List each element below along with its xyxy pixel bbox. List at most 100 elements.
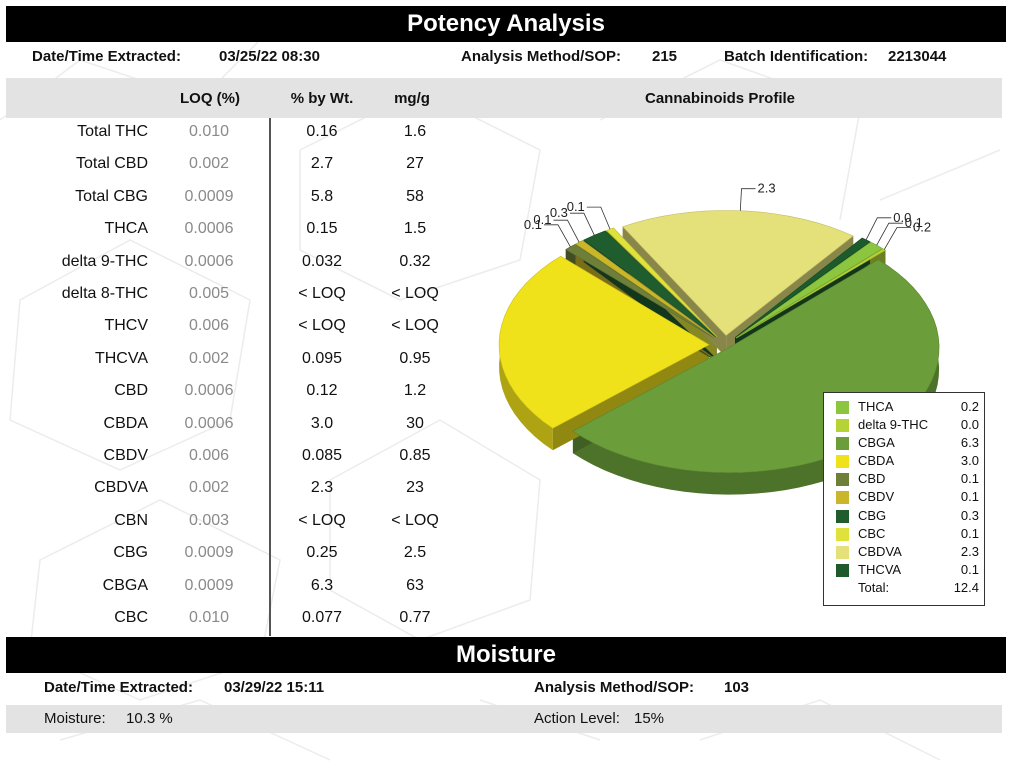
action-level-label: Action Level: [534,710,620,727]
pie-slice-cbdva [622,210,854,336]
legend-item: CBD 0.1 [824,470,984,488]
loq-value: 0.0009 [184,576,234,594]
analyte-name: CBC [114,609,148,626]
analyte-name: THCA [104,220,148,238]
pct-value: 0.25 [306,544,338,562]
table-row: THCA 0.0006 0.15 1.5 [0,213,460,245]
legend-value: 0.3 [960,507,979,523]
pct-value: < LOQ [298,317,346,335]
analyte-name: CBGA [102,576,148,594]
legend-label: CBG [858,507,887,523]
moisture-method-value: 103 [724,679,750,696]
table-row: THCV 0.006 < LOQ < LOQ [0,310,460,342]
legend-value: 3.0 [960,453,979,469]
table-row: CBN 0.003 < LOQ < LOQ [0,505,460,537]
potency-extracted-label: Date/Time Extracted: [32,48,181,65]
legend-swatch [836,401,849,414]
potency-title-banner: Potency Analysis [6,6,1006,42]
legend-label: THCA [858,399,894,414]
legend-swatch [836,527,849,541]
loq-value: 0.006 [188,447,230,464]
table-row: CBGA 0.0009 6.3 63 [0,570,460,602]
loq-value: 0.002 [188,349,230,367]
mg-value: 1.6 [403,123,427,140]
analyte-name: CBD [114,382,148,400]
legend-total: Total: 12.4 [824,579,984,597]
mg-value: 1.5 [403,220,427,238]
slice-leader-line [544,224,571,247]
pct-value: < LOQ [298,285,346,302]
loq-value: 0.006 [188,317,230,335]
pct-value: 2.7 [310,155,334,173]
loq-value: 0.0006 [184,252,234,270]
table-divider [269,118,271,636]
legend-item: delta 9-THC 0.0 [824,416,984,434]
legend-label: delta 9-THC [858,417,929,433]
analyte-name: delta 9-THC [61,252,148,270]
pct-value: 0.12 [306,382,338,400]
analyte-name: CBDA [103,414,148,432]
pct-value: 0.15 [306,220,338,238]
pie-slice-thcva [734,237,871,338]
potency-table: Total THC 0.010 0.16 1.6 Total CBD 0.002… [0,116,470,636]
legend-swatch [836,545,849,559]
slice-leader-line [883,227,911,250]
legend-swatch [836,473,849,487]
mg-value: < LOQ [391,317,439,335]
chart-title: Cannabinoids Profile [644,90,795,107]
slice-label: 2.3 [758,181,776,196]
legend-item: THCVA 0.1 [824,561,984,579]
legend-label: THCVA [858,561,902,577]
pct-value: 5.8 [310,187,334,205]
legend-label: CBD [858,471,886,487]
analyte-name: CBG [113,544,148,562]
loq-value: 0.002 [188,479,230,497]
moisture-title-banner: Moisture [6,637,1006,673]
legend-value: 0.2 [960,399,979,414]
loq-value: 0.0006 [184,382,234,400]
slice-leader-line [553,219,580,243]
mg-value: 0.77 [399,609,431,626]
mg-value: 0.85 [399,447,431,464]
mg-value: 30 [406,414,424,432]
pct-value: < LOQ [298,511,346,529]
table-row: CBDA 0.0006 3.0 30 [0,408,460,440]
action-level-value: 15% [634,710,665,727]
pct-value: 0.032 [301,252,343,270]
loq-value: 0.010 [188,609,230,626]
loq-value: 0.0009 [184,187,234,205]
legend-item: THCA 0.2 [824,398,984,416]
slice-leader-line [865,217,892,240]
slice-label: 0.3 [550,205,568,220]
pct-value: 3.0 [310,414,334,432]
analyte-name: THCV [104,317,148,335]
pct-value: 0.085 [301,447,343,464]
table-row: THCVA 0.002 0.095 0.95 [0,343,460,375]
legend-item: CBDA 3.0 [824,452,984,470]
legend-item: CBGA 6.3 [824,434,984,452]
legend-value: 0.1 [960,471,979,487]
slice-leader-line [876,222,903,246]
legend-label: CBGA [858,435,895,451]
table-row: CBG 0.0009 0.25 2.5 [0,537,460,569]
cannabinoids-pie-chart: 0.10.20.10.10.30.12.30.0 [498,181,940,495]
pct-value: 0.077 [301,609,343,626]
analyte-name: THCVA [94,349,148,367]
legend-value: 2.3 [960,543,979,559]
mg-value: 2.5 [403,544,427,562]
slice-leader-line [586,206,611,230]
slice-leader-line [569,212,595,236]
legend-item: CBDVA 2.3 [824,543,984,561]
batch-value: 2213044 [888,48,947,65]
slice-leader-line [739,188,756,211]
loq-value: 0.005 [188,285,230,302]
legend-value: 6.3 [960,435,979,451]
loq-value: 0.010 [188,123,230,140]
mg-value: 63 [406,576,424,594]
chart-legend: THCA 0.2 delta 9-THC 0.0 CBGA 6.3 CBDA 3… [823,392,985,606]
moisture-value: 10.3 % [126,710,173,727]
moisture-method-label: Analysis Method/SOP: [534,679,695,696]
legend-label: CBDV [858,489,895,505]
moisture-label: Moisture: [44,710,106,727]
loq-value: 0.0009 [184,544,234,562]
